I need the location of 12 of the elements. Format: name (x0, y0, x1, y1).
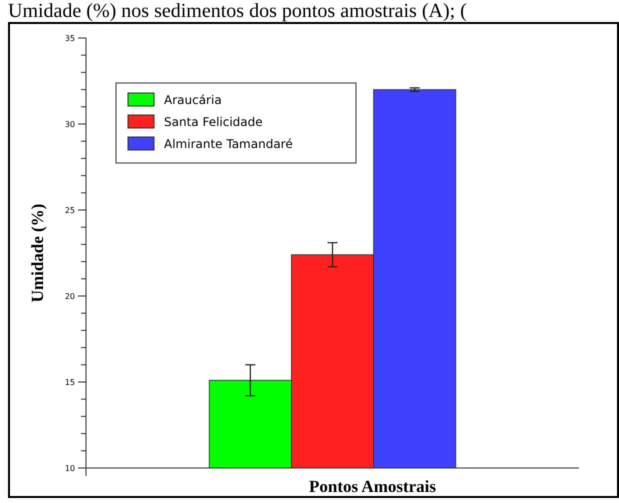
y-tick-label: 10 (64, 464, 75, 473)
legend-label: Araucária (164, 93, 222, 108)
y-tick-label: 25 (64, 206, 75, 215)
x-axis-title: Pontos Amostrais (308, 477, 436, 496)
legend-label: Almirante Tamandaré (164, 137, 293, 152)
y-axis-title: Umidade (%) (28, 204, 47, 302)
y-tick-label: 35 (64, 34, 75, 43)
y-tick-label: 20 (64, 292, 75, 301)
y-tick-label: 30 (64, 120, 75, 129)
chart-title: Umidade (%) nos sedimentos dos pontos amostrais (A); ( (8, 0, 468, 22)
y-tick-label: 15 (64, 378, 75, 387)
legend-label: Santa Felicidade (164, 115, 263, 130)
